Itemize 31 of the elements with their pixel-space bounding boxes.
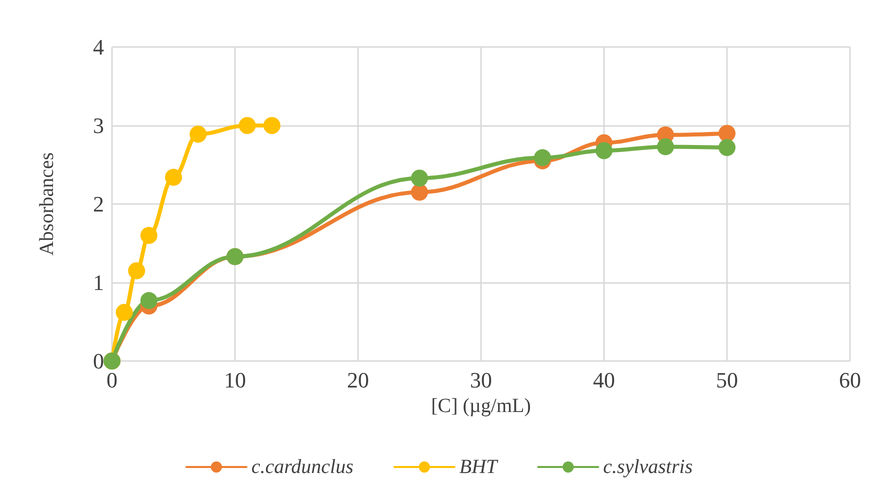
y-tick-label: 3 <box>93 113 104 138</box>
point <box>596 142 612 160</box>
point <box>534 149 551 166</box>
x-tick-label: 50 <box>716 368 738 392</box>
point <box>263 117 280 134</box>
point <box>718 138 736 156</box>
point <box>657 138 674 156</box>
point <box>411 184 428 201</box>
y-axis-title: Absorbances <box>36 152 58 256</box>
x-axis-title: [C] (µg/mL) <box>431 394 531 417</box>
legend-label: BHT <box>459 456 500 478</box>
point <box>140 292 158 310</box>
point <box>165 168 182 186</box>
y-tick-label: 1 <box>93 270 104 295</box>
y-tick-label: 4 <box>93 34 104 60</box>
x-tick-label: 20 <box>347 368 369 392</box>
x-tick-label: 60 <box>839 368 861 392</box>
point <box>190 126 207 143</box>
x-tick-label: 40 <box>593 368 615 392</box>
legend-label: c.sylvastris <box>603 456 693 478</box>
x-tick-label: 10 <box>224 368 246 392</box>
point <box>128 262 146 280</box>
point <box>718 124 736 142</box>
point <box>238 117 256 134</box>
y-tick-label: 2 <box>93 192 104 216</box>
point <box>140 226 158 244</box>
point <box>116 304 133 321</box>
y-tick-label: 0 <box>93 348 104 374</box>
x-tick-label: 30 <box>470 368 492 392</box>
point <box>411 170 428 187</box>
legend-label: c.cardunclus <box>251 456 354 478</box>
